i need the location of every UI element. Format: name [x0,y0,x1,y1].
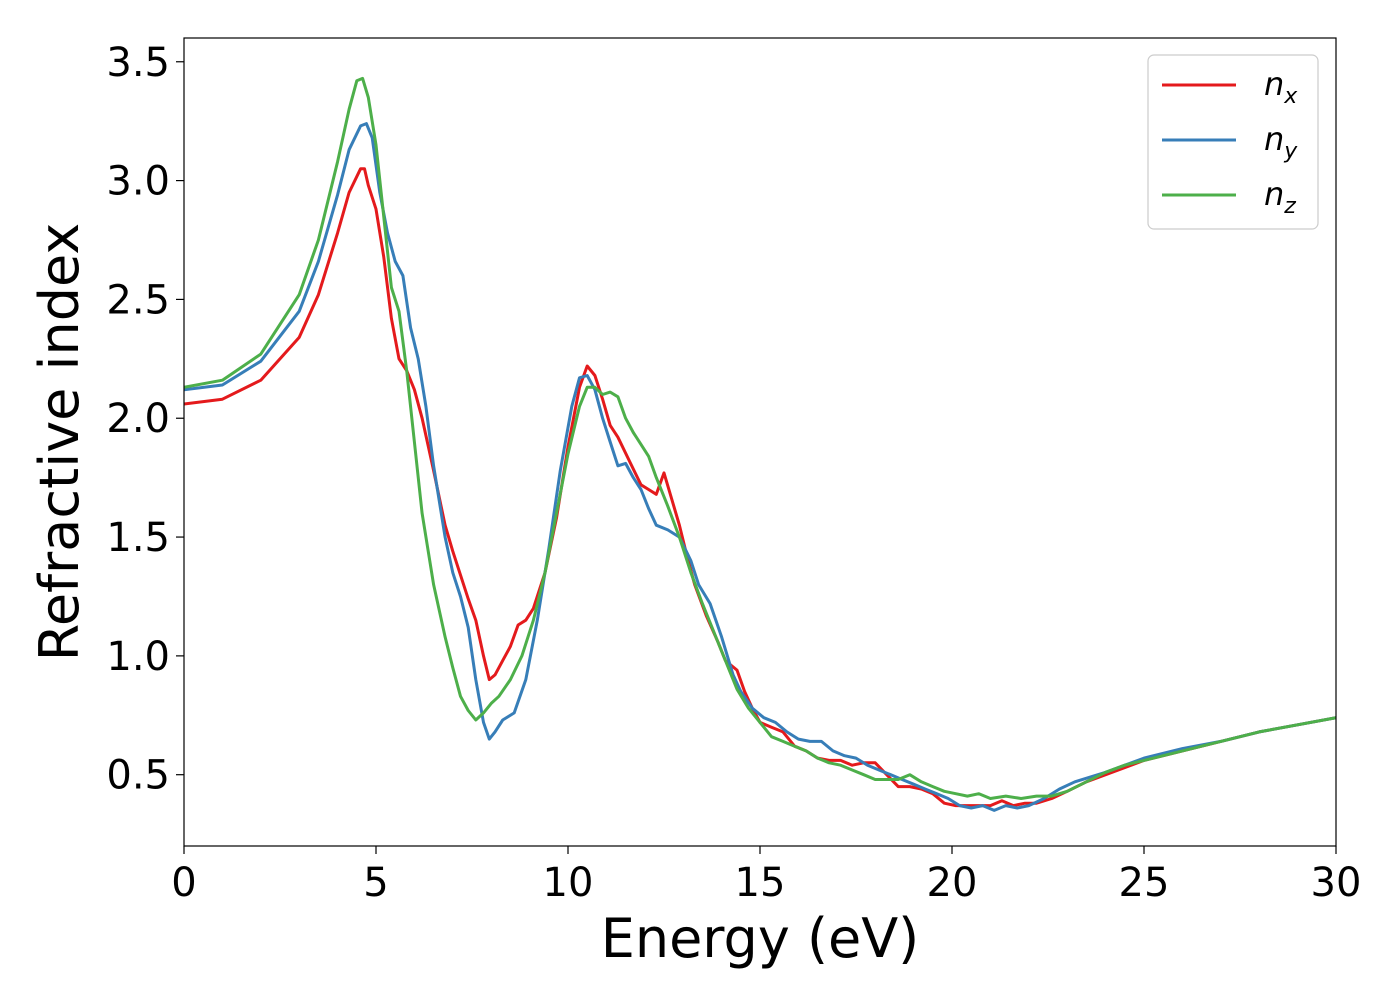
x-axis-label: Energy (eV) [601,907,920,970]
x-tick-label: 10 [543,860,594,906]
x-axis-ticks: 0 5 10 15 20 25 30 [171,846,1361,906]
y-tick-label: 1.5 [106,515,170,561]
y-axis-label: Refractive index [28,223,91,662]
x-tick-label: 5 [363,860,388,906]
series-line-z [184,76,1336,800]
x-tick-label: 25 [1119,860,1170,906]
series-layer [184,76,1336,812]
y-tick-label: 2.5 [106,277,170,323]
legend-box [1147,54,1319,230]
y-axis-ticks: 0.5 1.0 1.5 2.0 2.5 3.0 3.5 [106,40,184,799]
legend-label-z: nz [1264,175,1296,219]
series-line-x [184,167,1336,808]
x-tick-label: 15 [735,860,786,906]
y-tick-label: 0.5 [106,753,170,799]
x-tick-label: 20 [927,860,978,906]
y-tick-label: 3.0 [106,159,170,205]
y-tick-label: 1.0 [106,634,170,680]
x-tick-label: 0 [171,860,196,906]
x-tick-label: 30 [1311,860,1362,906]
series-line-y [184,122,1336,812]
y-tick-label: 3.5 [106,40,170,86]
y-tick-label: 2.0 [106,396,170,442]
